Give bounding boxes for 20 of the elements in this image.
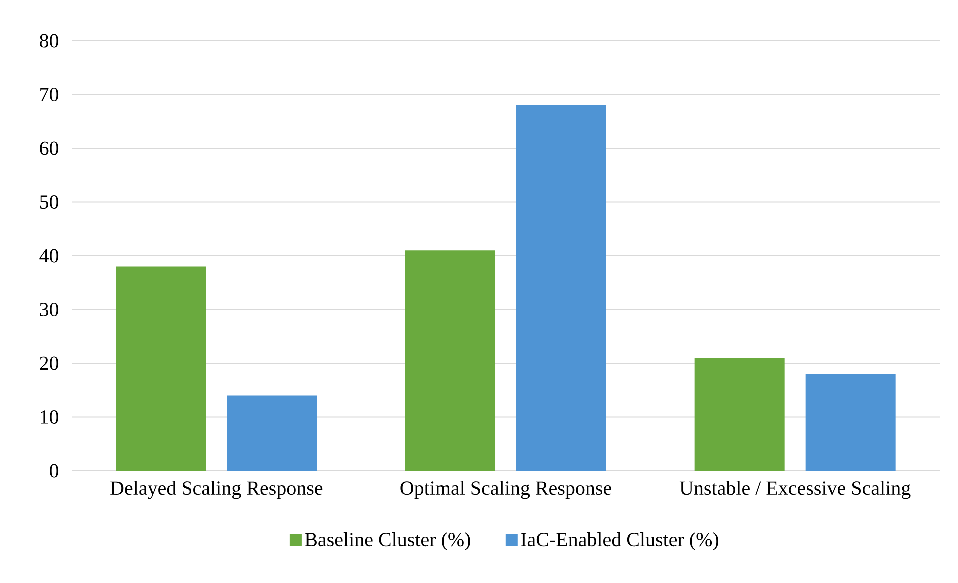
legend-label: IaC-Enabled Cluster (%) (521, 532, 718, 551)
x-tick-label: Optimal Scaling Response (400, 481, 612, 500)
y-tick-label: 60 (40, 142, 59, 156)
y-tick-label: 0 (50, 464, 59, 478)
bar (694, 358, 785, 471)
y-tick-label: 40 (40, 249, 59, 263)
bar (116, 266, 206, 471)
y-tick-label: 30 (40, 303, 59, 316)
bar (806, 374, 896, 471)
y-tick-label: 50 (40, 196, 59, 209)
bar (516, 106, 606, 471)
y-tick-label: 20 (40, 356, 59, 370)
y-tick-label: 80 (40, 34, 59, 48)
y-tick-label: 10 (41, 410, 59, 424)
x-tick-label: Delayed Scaling Response (110, 481, 323, 500)
y-tick-label: 70 (40, 88, 59, 102)
x-tick-label: Unstable / Excessive Scaling (680, 481, 911, 500)
bar (227, 396, 318, 471)
bar (406, 250, 496, 471)
legend-label: Baseline Cluster (%) (305, 532, 470, 551)
